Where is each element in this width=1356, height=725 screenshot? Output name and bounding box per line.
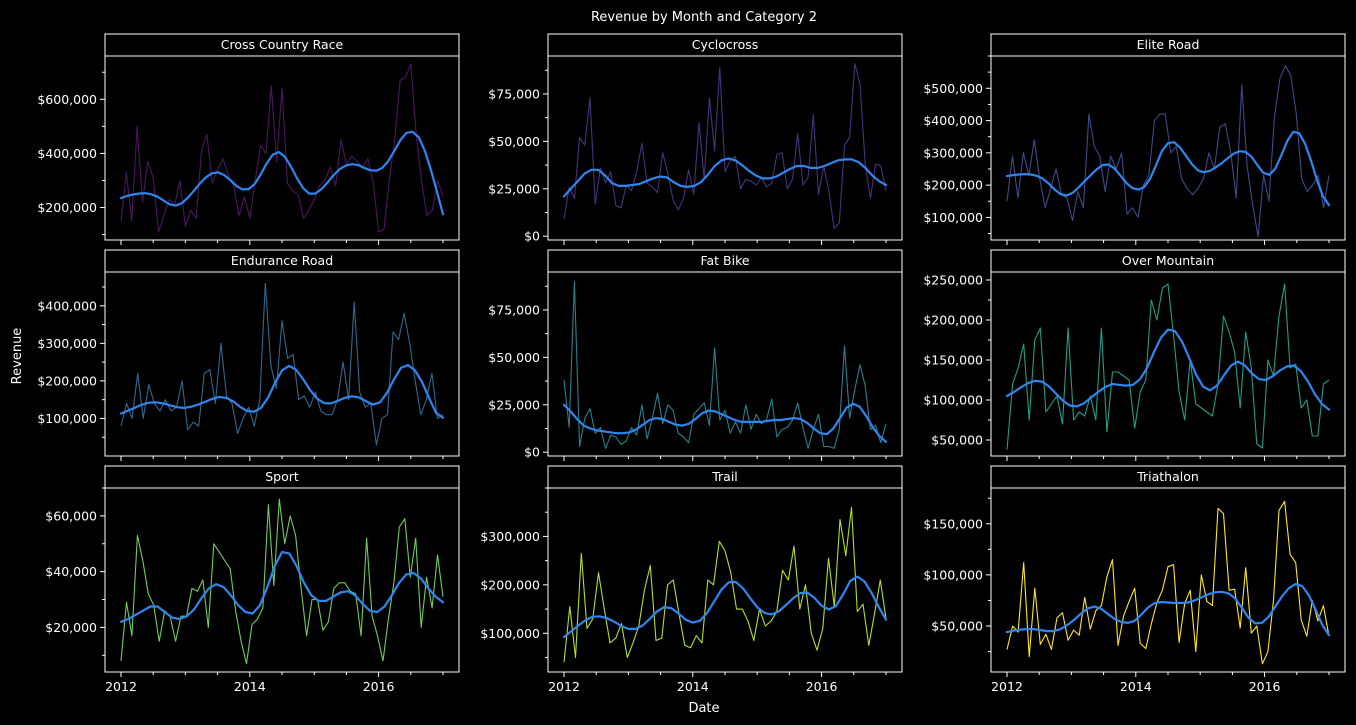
- panel-title-cyclocross: Cyclocross: [692, 37, 759, 52]
- y-tick-label-cross-country-race: $400,000: [37, 146, 97, 161]
- panel-title-endurance-road: Endurance Road: [231, 253, 333, 268]
- y-tick-label-fat-bike: $75,000: [488, 302, 540, 317]
- panel-title-cross-country-race: Cross Country Race: [221, 37, 344, 52]
- series-line-over-mountain: [1006, 283, 1330, 450]
- smooth-line-cross-country-race: [119, 130, 445, 216]
- smooth-line-elite-road: [1005, 130, 1331, 207]
- y-tick-label-over-mountain: $100,000: [923, 393, 983, 408]
- panel-elite-road: Elite Road $100,000 $200,000 $300,000 $400,0…: [923, 33, 1346, 245]
- smooth-line-endurance-road: [119, 364, 445, 419]
- panel-fat-bike: Fat Bike $0 $25,000 $50,000 $75,000: [488, 249, 903, 461]
- panel-frame-endurance-road: [104, 271, 460, 457]
- panel-cross-country-race: Cross Country Race $200,000 $400,000 $600,0…: [37, 33, 460, 245]
- y-tick-label-elite-road: $200,000: [923, 178, 983, 193]
- smooth-line-triathalon: [1005, 582, 1331, 637]
- y-tick-label-trail: $300,000: [480, 529, 540, 544]
- chart-title: Revenue by Month and Category 2: [591, 10, 817, 25]
- y-tick-label-fat-bike: $50,000: [488, 350, 540, 365]
- panel-triathalon: Triathalon $50,000 $100,000 $150,000 2012 201…: [923, 465, 1346, 694]
- y-tick-label-cyclocross: $50,000: [488, 134, 540, 149]
- y-tick-label-triathalon: $150,000: [923, 516, 983, 531]
- y-tick-label-trail: $100,000: [480, 626, 540, 641]
- panel-frame-trail: [547, 487, 903, 673]
- y-tick-label-endurance-road: $300,000: [37, 336, 97, 351]
- y-tick-label-cross-country-race: $200,000: [37, 200, 97, 215]
- y-tick-label-trail: $200,000: [480, 577, 540, 592]
- y-axis-label: Revenue: [10, 328, 25, 385]
- y-tick-label-sport: $20,000: [45, 620, 97, 635]
- series-line-trail: [563, 506, 887, 663]
- y-tick-label-elite-road: $300,000: [923, 145, 983, 160]
- smooth-line-trail: [562, 575, 888, 639]
- smooth-line-sport: [119, 550, 445, 623]
- panel-frame-elite-road: [990, 55, 1346, 241]
- x-tick-label-sport: 2016: [363, 679, 395, 694]
- panel-title-triathalon: Triathalon: [1136, 469, 1199, 484]
- y-tick-label-endurance-road: $200,000: [37, 373, 97, 388]
- smooth-line-cyclocross: [562, 157, 888, 198]
- smooth-line-over-mountain: [1005, 328, 1331, 411]
- panel-endurance-road: Endurance Road $100,000 $200,000 $300,000 $4…: [37, 249, 460, 461]
- y-tick-label-over-mountain: $200,000: [923, 313, 983, 328]
- y-tick-label-over-mountain: $250,000: [923, 273, 983, 288]
- x-tick-label-sport: 2014: [234, 679, 266, 694]
- series-line-elite-road: [1006, 65, 1330, 238]
- series-line-triathalon: [1006, 500, 1330, 665]
- panel-sport: Sport $20,000 $40,000 $60,000 2012 2014 2016: [45, 465, 460, 694]
- y-tick-label-endurance-road: $100,000: [37, 411, 97, 426]
- series-line-cyclocross: [563, 63, 887, 230]
- smooth-line-fat-bike: [562, 402, 888, 443]
- series-line-sport: [120, 498, 444, 665]
- y-tick-label-fat-bike: $25,000: [488, 397, 540, 412]
- y-tick-label-elite-road: $500,000: [923, 81, 983, 96]
- y-tick-label-cyclocross: $0: [524, 229, 540, 244]
- panel-title-over-mountain: Over Mountain: [1122, 253, 1214, 268]
- x-tick-label-trail: 2014: [677, 679, 709, 694]
- y-tick-label-over-mountain: $150,000: [923, 353, 983, 368]
- y-tick-label-cyclocross: $75,000: [488, 86, 540, 101]
- panel-frame-triathalon: [990, 487, 1346, 673]
- y-tick-label-elite-road: $100,000: [923, 210, 983, 225]
- x-tick-label-trail: 2016: [806, 679, 838, 694]
- y-tick-label-sport: $60,000: [45, 508, 97, 523]
- panel-cyclocross: Cyclocross $0 $25,000 $50,000 $75,000: [488, 33, 903, 245]
- y-tick-label-elite-road: $400,000: [923, 113, 983, 128]
- y-tick-label-fat-bike: $0: [524, 445, 540, 460]
- panel-frame-sport: [104, 487, 460, 673]
- x-axis-label: Date: [688, 701, 719, 716]
- panel-title-trail: Trail: [711, 469, 738, 484]
- x-tick-label-triathalon: 2014: [1120, 679, 1152, 694]
- x-tick-label-sport: 2012: [105, 679, 137, 694]
- panel-frame-cross-country-race: [104, 55, 460, 241]
- panel-over-mountain: Over Mountain $50,000 $100,000 $150,000 $200…: [923, 249, 1346, 461]
- panel-frame-cyclocross: [547, 55, 903, 241]
- panel-title-elite-road: Elite Road: [1137, 37, 1200, 52]
- series-line-fat-bike: [563, 280, 887, 449]
- y-tick-label-endurance-road: $400,000: [37, 298, 97, 313]
- y-tick-label-cyclocross: $25,000: [488, 181, 540, 196]
- panel-frame-over-mountain: [990, 271, 1346, 457]
- y-tick-label-cross-country-race: $600,000: [37, 92, 97, 107]
- panel-frame-fat-bike: [547, 271, 903, 457]
- y-tick-label-triathalon: $100,000: [923, 567, 983, 582]
- x-tick-label-triathalon: 2016: [1249, 679, 1281, 694]
- y-tick-label-triathalon: $50,000: [931, 619, 983, 634]
- panel-title-sport: Sport: [265, 469, 299, 484]
- panel-title-fat-bike: Fat Bike: [700, 253, 749, 268]
- x-tick-label-trail: 2012: [548, 679, 580, 694]
- facet-panels: Cross Country Race $200,000 $400,000 $600,0…: [37, 33, 1346, 694]
- x-tick-label-triathalon: 2012: [991, 679, 1023, 694]
- y-tick-label-over-mountain: $50,000: [931, 433, 983, 448]
- panel-trail: Trail $100,000 $200,000 $300,000 2012 2014 201…: [480, 465, 903, 694]
- y-tick-label-sport: $40,000: [45, 564, 97, 579]
